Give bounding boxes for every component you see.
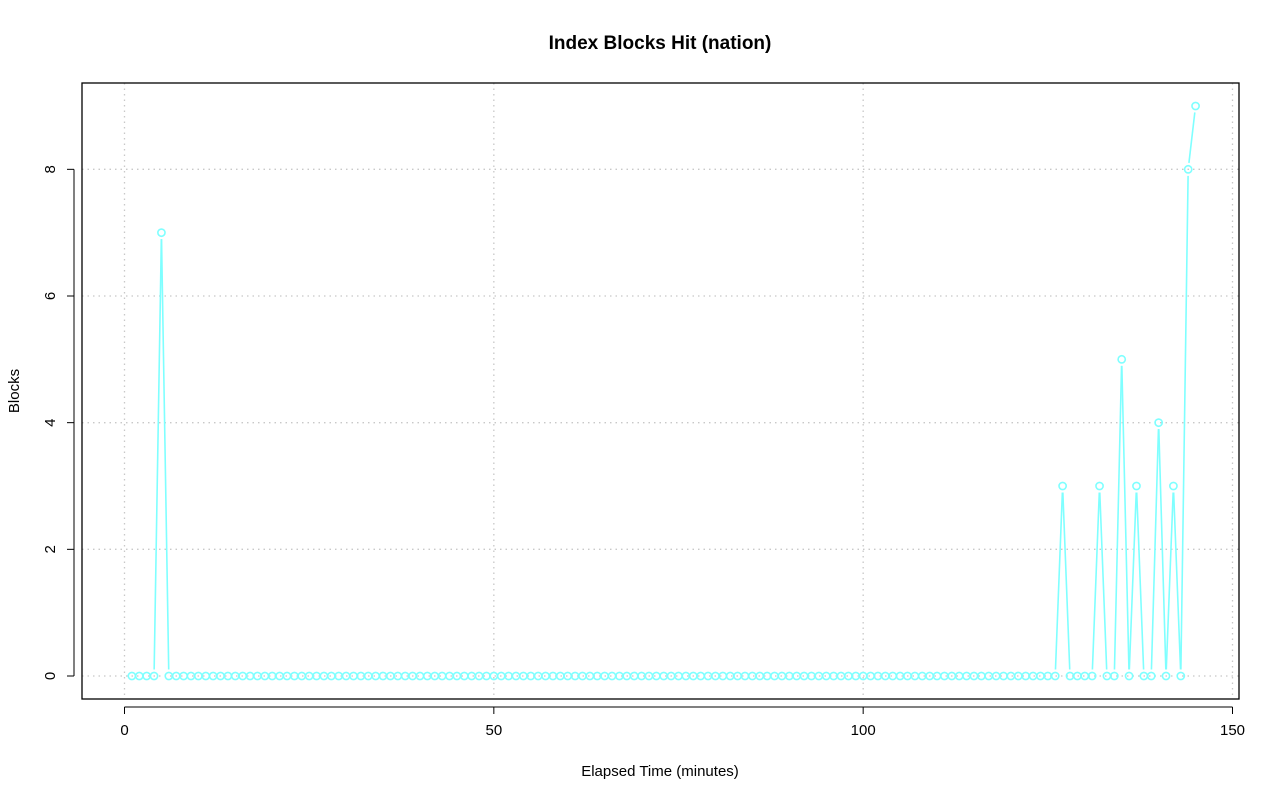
data-point [1191,101,1200,111]
data-point [651,671,661,681]
series-segment [1180,175,1189,670]
data-point [297,671,307,681]
grid [82,83,1239,699]
y-tick-label: 2 [42,545,59,553]
data-point [371,671,381,681]
data-point [962,671,971,681]
data-point [866,671,875,681]
series-segment [1121,365,1130,670]
data-point [1006,671,1016,681]
data-point [843,671,853,681]
data-point [1102,671,1112,681]
data-point [563,671,573,681]
data-point [349,671,358,681]
data-point [415,671,425,681]
data-point [319,671,329,681]
data-point [1146,671,1156,681]
chart-title: Index Blocks Hit (nation) [549,33,772,54]
y-tick-label: 8 [42,165,59,173]
data-point [1183,164,1193,174]
data-point [208,671,218,681]
data-point [230,671,240,681]
data-point [467,671,477,681]
data-point [1050,671,1060,681]
data-point [1124,671,1134,681]
x-axis: 0 50 100 150 [120,706,1245,739]
series-segment [1188,112,1196,163]
data-point [326,671,336,681]
data-point [725,671,735,681]
y-axis-label: Blocks [6,369,23,413]
data-point [1028,671,1038,681]
data-point [607,671,617,681]
data-point [304,671,314,681]
data-point [1072,671,1082,681]
x-tick-label: 150 [1220,722,1245,739]
data-point [984,671,994,681]
series-segment [1128,492,1138,670]
data-point [533,671,543,681]
data-point [1080,671,1090,681]
series-segment [1158,429,1167,670]
series-segment [1054,492,1064,670]
series-segment [1150,429,1160,670]
data-point [792,671,802,681]
data-point [445,671,454,681]
data-point [1132,481,1141,491]
x-tick-label: 50 [485,722,502,739]
data-point [629,671,639,681]
data-point [393,671,403,681]
plot-frame [81,82,1240,700]
data-point [555,671,565,681]
data-point [578,671,587,681]
y-axis: 0 2 4 6 8 [42,165,75,680]
data-point [585,671,595,681]
data-point [489,671,499,681]
data-point [1095,481,1104,491]
data-point [747,671,757,681]
data-point [149,671,159,681]
data-point [888,671,898,681]
data-point [1176,671,1186,681]
data-point [1058,481,1068,491]
data-point [703,671,713,681]
data-point [674,671,683,681]
series-segment [1172,492,1182,670]
data-point [1154,418,1164,428]
data-point [799,671,809,681]
data-point [541,671,550,681]
data-point [511,671,521,681]
series-segment [153,239,163,670]
series-segment [1091,492,1101,670]
data-point [1109,671,1119,681]
x-axis-label: Elapsed Time (minutes) [581,763,739,780]
series-segment [160,239,170,670]
data-point [821,671,831,681]
data-point [275,671,285,681]
data-point [1087,671,1097,681]
data-point [253,671,262,681]
data-point [282,671,292,681]
data-point [134,671,144,681]
data-point [814,671,824,681]
data-point [910,671,920,681]
series-segment [1113,365,1123,670]
y-tick-label: 0 [42,672,59,680]
series-segment [1098,492,1108,670]
y-tick-label: 6 [42,292,59,300]
data-point [1169,481,1178,491]
series [127,101,1200,681]
y-tick-label: 4 [42,418,59,426]
series-segment [1135,492,1145,670]
series-segment [1062,492,1071,670]
x-tick-label: 100 [851,722,876,739]
data-point [1117,354,1127,364]
data-point [157,228,166,238]
data-point [1161,671,1171,681]
x-tick-label: 0 [120,722,128,739]
data-point [770,671,779,681]
series-segment [1165,492,1174,670]
